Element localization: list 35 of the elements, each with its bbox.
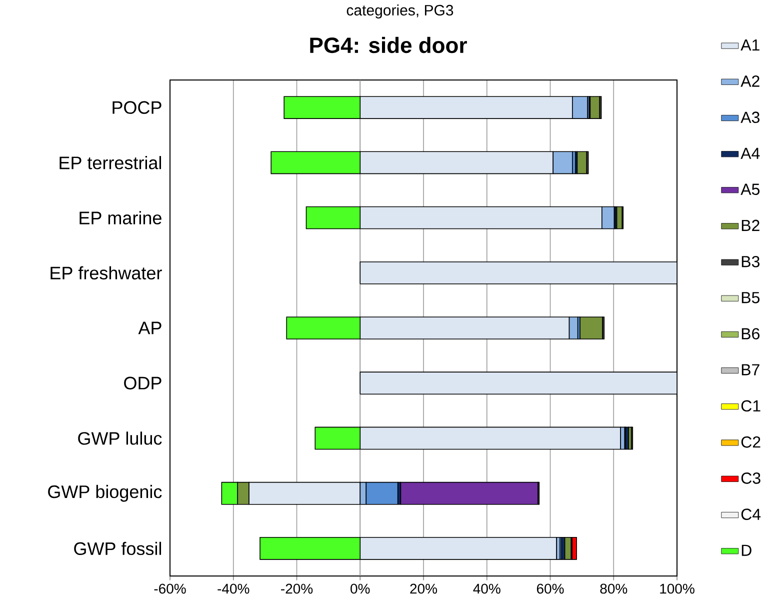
x-tick-label: 60% — [536, 584, 564, 594]
x-tick-label: -20% — [281, 584, 313, 594]
y-tick-label: POCP — [112, 101, 162, 114]
text: categories, PG3 — [346, 4, 454, 18]
chart-title: PG4: side door — [310, 36, 467, 54]
legend-label: D — [742, 544, 752, 556]
legend-label: A3 — [740, 112, 760, 123]
legend-label: A1 — [740, 40, 760, 51]
legend-label: B3 — [742, 256, 760, 268]
legend-label: C3 — [741, 472, 760, 484]
legend-label: B6 — [742, 328, 760, 340]
legend-label: C2 — [741, 436, 760, 448]
x-tick-label: 40% — [473, 584, 500, 594]
y-tick-label: GWP fossil — [74, 542, 162, 556]
x-tick-label: -40% — [218, 584, 250, 594]
legend-label: A5 — [740, 184, 760, 195]
x-tick-label: 100% — [660, 584, 694, 594]
x-tick-label: 20% — [410, 584, 438, 594]
y-tick-label: EP terrestrial — [60, 156, 162, 170]
legend-label: B7 — [742, 364, 760, 376]
legend-label: B5 — [742, 292, 760, 304]
legend-label: A4 — [740, 148, 760, 159]
legend-label: C4 — [741, 508, 761, 520]
legend-label: B2 — [742, 220, 760, 231]
x-tick-label: 80% — [600, 584, 628, 594]
y-tick-label: GWP luluc — [78, 432, 162, 445]
legend-label: C1 — [741, 400, 760, 412]
y-tick-label: AP — [138, 322, 162, 334]
y-tick-label: GWP biogenic — [48, 484, 162, 502]
y-tick-label: EP freshwater — [50, 266, 162, 280]
y-tick-label: ODP — [124, 376, 162, 390]
legend-label: A2 — [740, 76, 760, 87]
x-tick-label: 0% — [350, 584, 370, 594]
y-tick-label: EP marine — [80, 211, 162, 224]
x-tick-label: -60% — [154, 584, 186, 594]
